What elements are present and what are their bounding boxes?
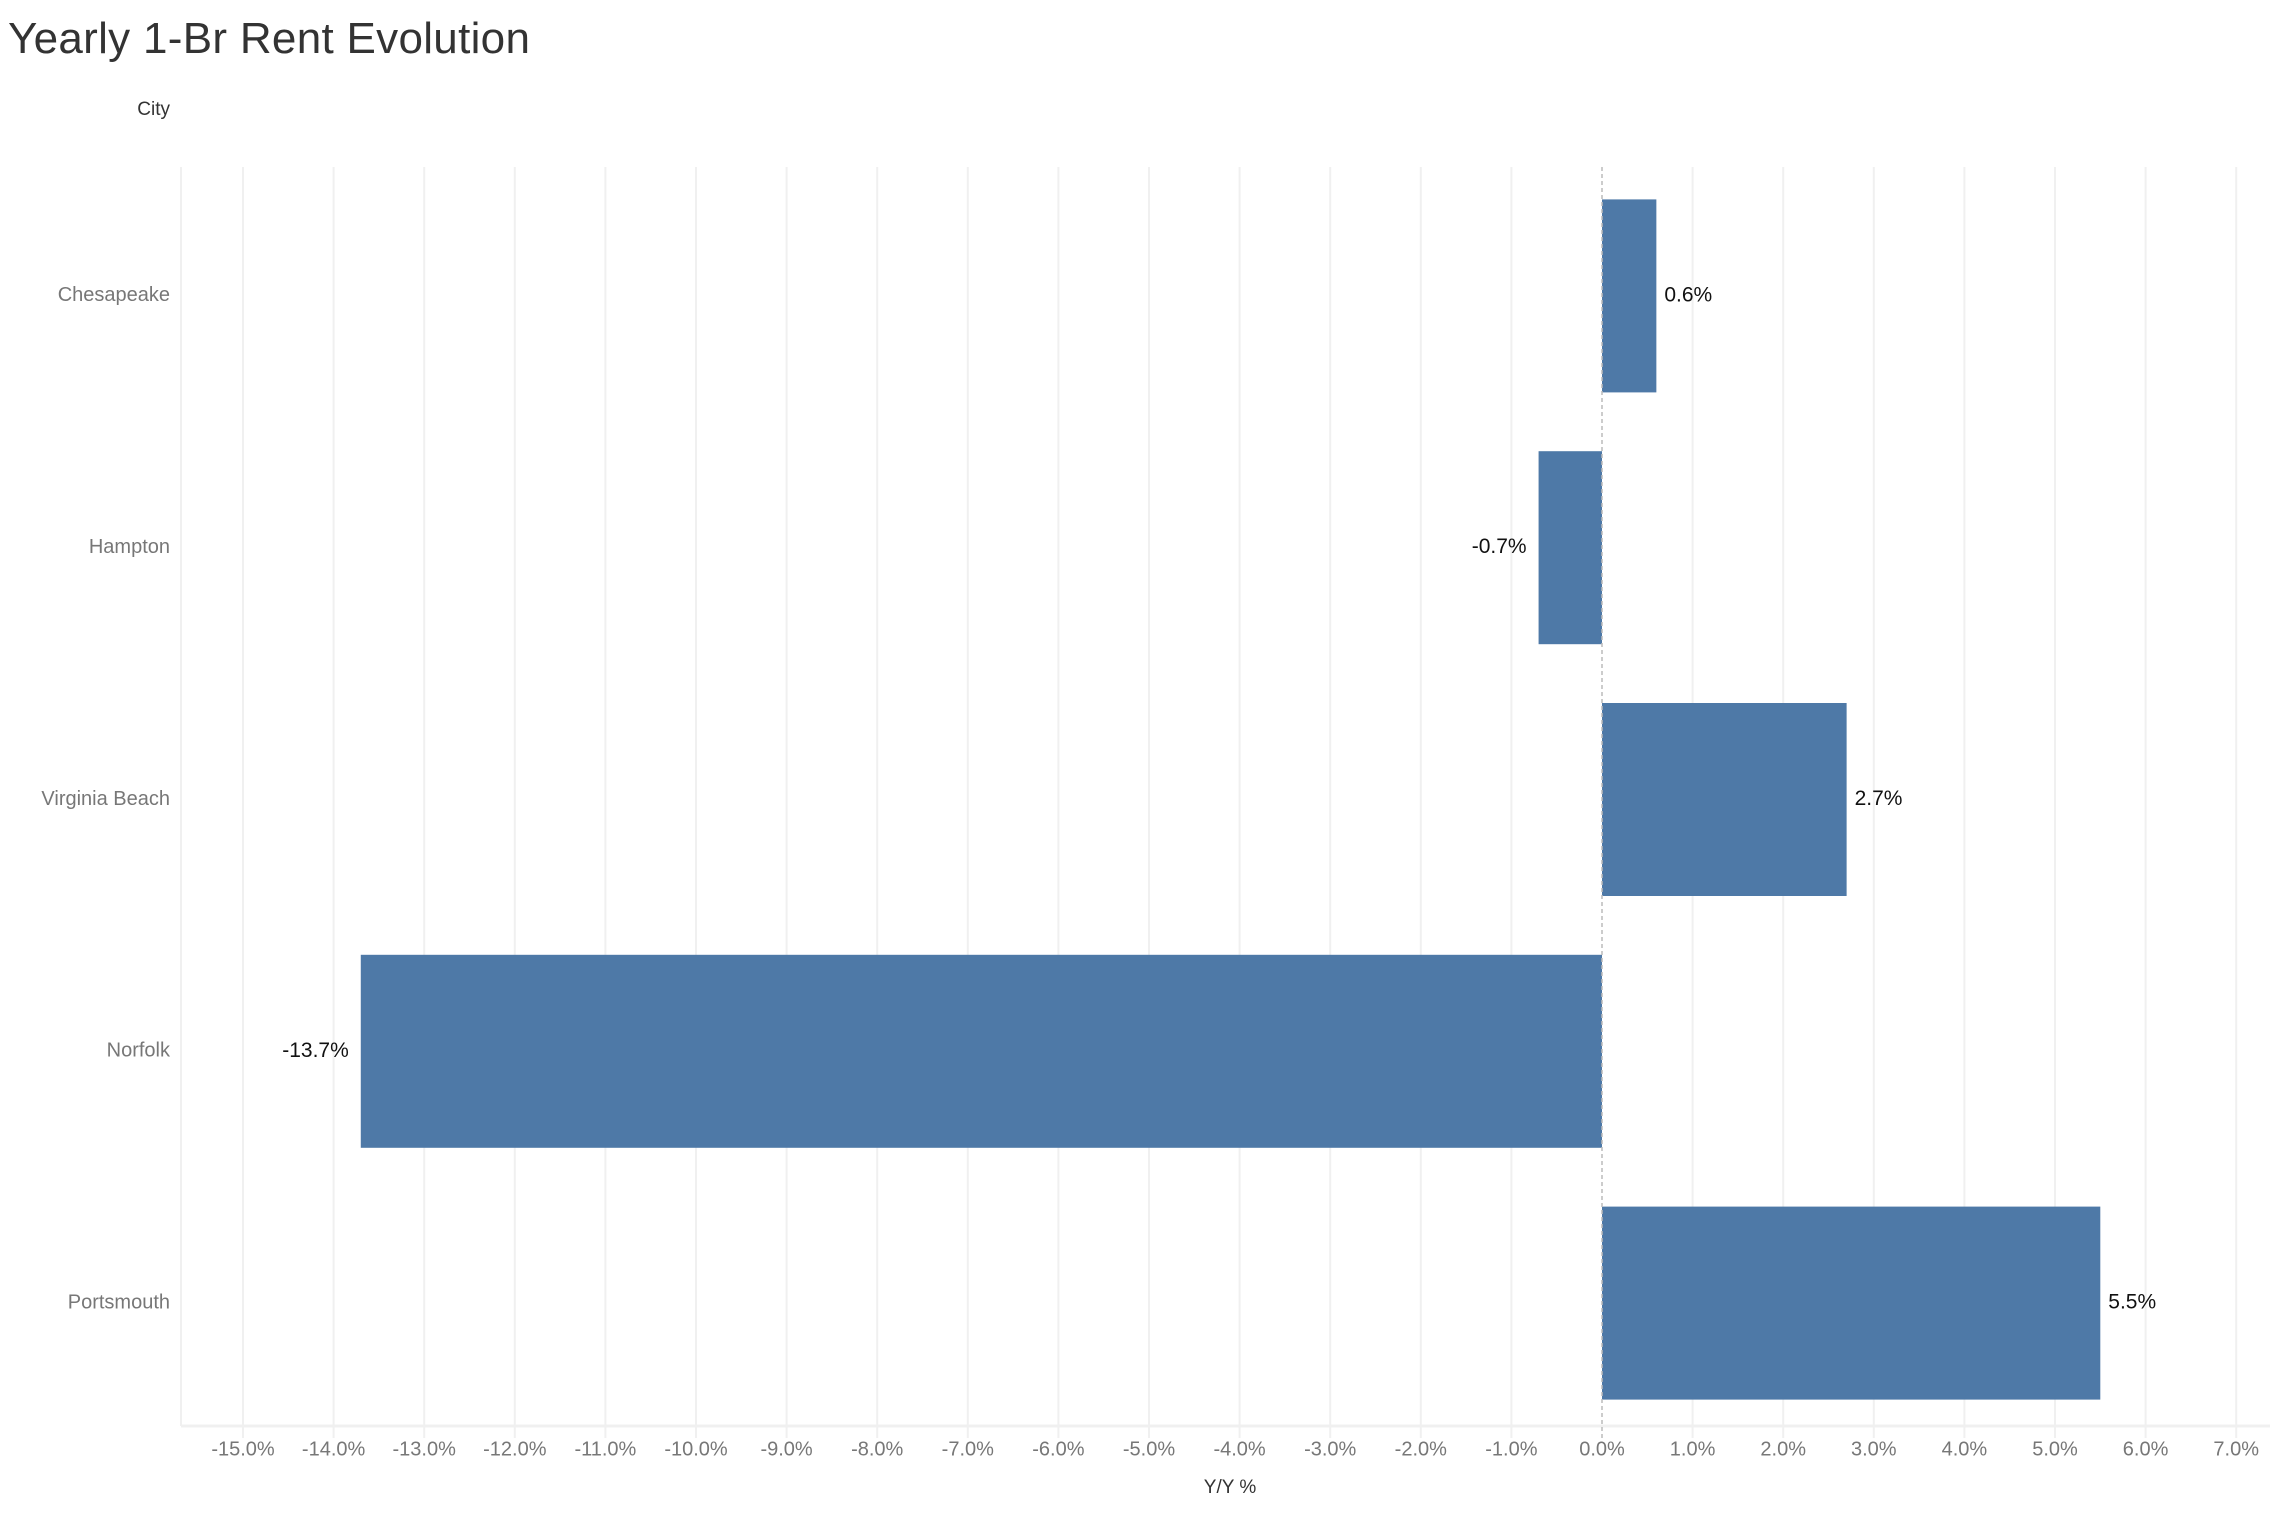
x-tick-label: -11.0% xyxy=(574,1438,636,1460)
data-label: 5.5% xyxy=(2108,1291,2156,1314)
bar xyxy=(1602,703,1847,896)
x-tick-label: -4.0% xyxy=(1213,1438,1265,1460)
x-tick-label: -3.0% xyxy=(1304,1438,1356,1460)
bar xyxy=(1602,199,1657,393)
x-tick-label: -12.0% xyxy=(483,1438,547,1460)
x-tick-label: -5.0% xyxy=(1123,1438,1175,1460)
category-label: Portsmouth xyxy=(68,1291,170,1313)
x-tick-label: 3.0% xyxy=(1851,1438,1897,1460)
data-label: -13.7% xyxy=(282,1039,349,1062)
x-tick-label: 4.0% xyxy=(1942,1438,1988,1460)
category-label: Chesapeake xyxy=(58,284,170,306)
category-label: Hampton xyxy=(89,536,170,558)
x-tick-label: -9.0% xyxy=(760,1438,812,1460)
x-tick-label: -8.0% xyxy=(851,1438,903,1460)
x-tick-label: 6.0% xyxy=(2123,1438,2169,1460)
x-tick-label: -15.0% xyxy=(211,1438,275,1460)
bar xyxy=(1538,451,1602,645)
data-label: -0.7% xyxy=(1472,535,1527,558)
x-tick-label: 0.0% xyxy=(1579,1438,1625,1460)
x-tick-label: -14.0% xyxy=(302,1438,366,1460)
category-label: Norfolk xyxy=(107,1040,171,1062)
data-label: 2.7% xyxy=(1855,787,1903,810)
x-tick-label: 2.0% xyxy=(1760,1438,1806,1460)
x-tick-label: -6.0% xyxy=(1032,1438,1084,1460)
x-tick-label: -13.0% xyxy=(393,1438,457,1460)
x-tick-label: 5.0% xyxy=(2032,1438,2078,1460)
x-tick-label: 1.0% xyxy=(1670,1438,1716,1460)
x-tick-label: -1.0% xyxy=(1485,1438,1537,1460)
x-tick-label: -7.0% xyxy=(942,1438,994,1460)
y-axis-title: City xyxy=(137,99,170,120)
chart-title: Yearly 1-Br Rent Evolution xyxy=(8,14,531,63)
data-label: 0.6% xyxy=(1664,283,1712,306)
x-tick-label: -10.0% xyxy=(664,1438,728,1460)
x-tick-label: -2.0% xyxy=(1395,1438,1447,1460)
bar xyxy=(360,954,1602,1148)
bar xyxy=(1602,1206,2101,1400)
category-label: Virginia Beach xyxy=(41,788,170,810)
x-tick-label: 7.0% xyxy=(2213,1438,2259,1460)
x-axis-title: Y/Y % xyxy=(1204,1477,1257,1498)
